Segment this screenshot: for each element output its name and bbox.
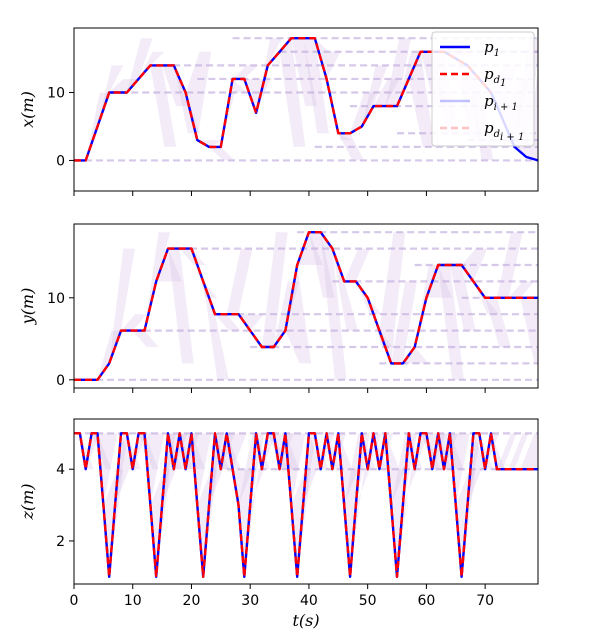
follower-envelope: [314, 38, 341, 79]
legend-box: [431, 31, 535, 147]
y-tick-label: 4: [56, 462, 65, 478]
y-position-panel: 0 10 y(m): [18, 223, 539, 393]
follower-envelope: [238, 314, 265, 331]
x-tick-label: 40: [300, 593, 318, 609]
follower-envelope: [132, 330, 159, 347]
follower-envelope: [344, 248, 370, 282]
follower-envelope: [485, 297, 511, 347]
follower-envelope: [350, 92, 376, 134]
follower-envelope: [291, 38, 318, 107]
follower-envelope: [85, 92, 112, 161]
leader-reference-line: [74, 230, 538, 381]
axes-frame: [73, 223, 539, 389]
follower-envelope: [120, 314, 147, 331]
leader-reference-line: [74, 432, 538, 578]
follower-envelope: [385, 38, 412, 107]
follower-envelope: [203, 281, 229, 380]
axes-frame: [73, 418, 539, 585]
follower-envelope: [97, 65, 124, 127]
follower-envelope: [326, 78, 353, 141]
follower-envelope: [156, 248, 182, 282]
follower-envelope: [214, 314, 241, 331]
follower-envelope: [438, 265, 464, 380]
follower-envelope: [144, 232, 171, 331]
follower-envelope: [297, 232, 323, 265]
follower-envelope: [150, 65, 177, 147]
x-axis-label: t(s): [292, 611, 319, 630]
z-position-panel: 240 10 20 30 40 50 60 70z(m)t(s): [18, 418, 539, 630]
follower-envelope: [162, 65, 188, 107]
follower-envelope: [138, 433, 159, 470]
follower-envelope: [256, 38, 282, 113]
y-tick-label: 10: [47, 86, 65, 102]
follower-envelope: [232, 65, 259, 79]
y-tick-label: 0: [56, 373, 65, 389]
follower-envelope: [449, 265, 476, 331]
follower-envelope: [279, 38, 306, 147]
y-axis-label: z(m): [18, 483, 37, 520]
follower-envelope: [320, 232, 347, 380]
follower-envelope: [126, 38, 153, 93]
y-axis-label: x(m): [18, 91, 37, 128]
y-tick-label: 2: [56, 534, 65, 550]
x-tick-label: 70: [476, 593, 494, 609]
follower-envelope: [167, 248, 194, 364]
x-tick-label: 30: [241, 593, 259, 609]
follower-envelope: [379, 232, 406, 364]
x-tick-label: 10: [124, 593, 142, 609]
follower-envelope: [338, 133, 365, 161]
follower-envelope: [273, 281, 300, 347]
x-tick-label: 60: [417, 593, 435, 609]
follower-envelope: [496, 433, 517, 470]
follower-envelope: [91, 433, 112, 470]
follower-envelope: [520, 433, 538, 470]
follower-envelope: [179, 248, 206, 265]
follower-envelope: [496, 232, 523, 298]
follower-envelope: [402, 347, 429, 364]
follower-envelope: [373, 78, 400, 107]
follower-envelope: [109, 248, 135, 364]
plot-area: [74, 230, 538, 381]
y-tick-label: 10: [47, 291, 65, 307]
follower-envelope: [473, 281, 500, 315]
follower-envelope: [244, 78, 271, 113]
x-tick-label: 20: [183, 593, 201, 609]
follower-envelope: [138, 51, 165, 79]
follower-envelope: [220, 78, 247, 147]
y-tick-label: 0: [56, 153, 65, 169]
follower-envelope: [226, 248, 253, 315]
follower-envelope: [109, 78, 141, 93]
follower-envelope: [361, 65, 388, 127]
follower-envelope: [508, 281, 535, 298]
follower-envelope: [285, 265, 312, 364]
follower-envelope: [261, 232, 288, 347]
follower-envelope: [397, 51, 423, 107]
follower-envelope: [209, 146, 235, 161]
plot-area: [74, 432, 538, 578]
follower-envelope: [355, 281, 382, 315]
leader-reference-line: [74, 37, 492, 162]
follower-envelope: [508, 433, 529, 470]
follower-envelope: [520, 297, 538, 364]
axes-frame: [73, 27, 539, 192]
y-axis-label: y(m): [18, 288, 37, 326]
follower-envelope: [391, 281, 417, 364]
follower-envelope: [308, 232, 335, 298]
x-tick-label: 50: [359, 593, 377, 609]
x-tick-label: 0: [70, 593, 79, 609]
follower-envelope: [408, 51, 435, 147]
follower-envelope: [426, 265, 453, 298]
follower-envelope: [303, 38, 329, 134]
follower-envelope: [197, 140, 224, 147]
follower-envelope: [414, 265, 441, 347]
